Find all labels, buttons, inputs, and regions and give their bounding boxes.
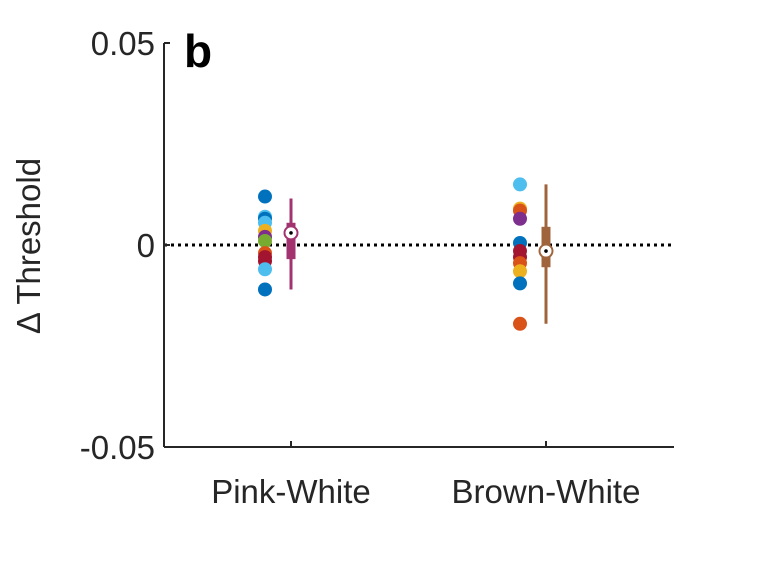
mark-layer bbox=[258, 177, 554, 331]
tick-layer: -0.05 0 0.05 Pink-White Brown-White bbox=[80, 25, 641, 510]
data-point bbox=[258, 282, 272, 297]
y-tick-label: 0.05 bbox=[91, 25, 155, 62]
x-tick-label: Pink-White bbox=[211, 473, 371, 510]
x-tick-label: Brown-White bbox=[452, 473, 641, 510]
y-axis-label: Δ Threshold bbox=[10, 158, 47, 334]
median-center-dot bbox=[289, 231, 293, 235]
y-tick-label: -0.05 bbox=[80, 429, 155, 466]
panel-letter: b bbox=[184, 25, 212, 77]
data-point bbox=[258, 233, 272, 248]
data-point bbox=[513, 276, 527, 291]
median-center-dot bbox=[544, 249, 548, 253]
y-tick-label: 0 bbox=[137, 227, 155, 264]
data-point bbox=[513, 264, 527, 279]
data-point bbox=[513, 211, 527, 226]
data-point bbox=[513, 177, 527, 192]
data-point bbox=[513, 316, 527, 331]
data-point bbox=[258, 189, 272, 204]
iqr-box bbox=[286, 222, 296, 260]
data-point bbox=[258, 262, 272, 277]
